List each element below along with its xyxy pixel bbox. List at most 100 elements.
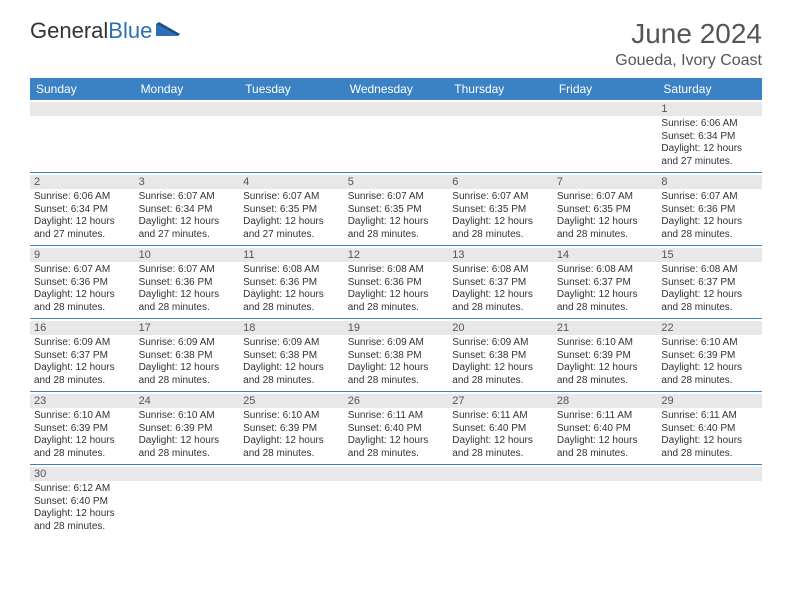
day-info-line: Sunset: 6:35 PM <box>557 204 654 217</box>
day-cell: 11Sunrise: 6:08 AMSunset: 6:36 PMDayligh… <box>239 246 344 318</box>
day-number <box>344 102 449 116</box>
day-number: 6 <box>448 175 553 189</box>
day-info-line: and 28 minutes. <box>557 229 654 242</box>
day-cell: 25Sunrise: 6:10 AMSunset: 6:39 PMDayligh… <box>239 392 344 464</box>
day-info-line: Sunset: 6:34 PM <box>661 131 758 144</box>
day-number: 28 <box>553 394 658 408</box>
day-info-line: and 28 minutes. <box>139 302 236 315</box>
day-number <box>30 102 135 116</box>
day-number <box>135 102 240 116</box>
day-info-line: Daylight: 12 hours <box>348 216 445 229</box>
day-header: Sunday <box>30 78 135 100</box>
day-info-line: Sunrise: 6:10 AM <box>661 337 758 350</box>
week-row: 16Sunrise: 6:09 AMSunset: 6:37 PMDayligh… <box>30 319 762 392</box>
day-info: Sunrise: 6:08 AMSunset: 6:37 PMDaylight:… <box>452 264 549 314</box>
day-cell <box>30 100 135 172</box>
day-info: Sunrise: 6:06 AMSunset: 6:34 PMDaylight:… <box>34 191 131 241</box>
day-info-line: Sunrise: 6:09 AM <box>348 337 445 350</box>
day-info-line: and 28 minutes. <box>243 302 340 315</box>
day-cell <box>344 100 449 172</box>
day-number: 24 <box>135 394 240 408</box>
day-info-line: and 28 minutes. <box>243 375 340 388</box>
day-cell: 21Sunrise: 6:10 AMSunset: 6:39 PMDayligh… <box>553 319 658 391</box>
day-cell: 4Sunrise: 6:07 AMSunset: 6:35 PMDaylight… <box>239 173 344 245</box>
day-info-line: Daylight: 12 hours <box>243 289 340 302</box>
day-number <box>344 467 449 481</box>
day-info: Sunrise: 6:08 AMSunset: 6:36 PMDaylight:… <box>243 264 340 314</box>
day-info: Sunrise: 6:10 AMSunset: 6:39 PMDaylight:… <box>139 410 236 460</box>
day-info: Sunrise: 6:11 AMSunset: 6:40 PMDaylight:… <box>348 410 445 460</box>
day-info: Sunrise: 6:07 AMSunset: 6:36 PMDaylight:… <box>661 191 758 241</box>
day-info-line: Sunrise: 6:09 AM <box>452 337 549 350</box>
day-number: 17 <box>135 321 240 335</box>
day-info-line: Sunset: 6:35 PM <box>243 204 340 217</box>
day-info-line: Sunset: 6:36 PM <box>34 277 131 290</box>
day-info-line: Sunset: 6:36 PM <box>661 204 758 217</box>
day-info-line: Sunset: 6:34 PM <box>34 204 131 217</box>
day-info-line: Sunset: 6:36 PM <box>243 277 340 290</box>
day-info-line: and 28 minutes. <box>452 302 549 315</box>
day-header: Friday <box>553 78 658 100</box>
day-info-line: and 27 minutes. <box>661 156 758 169</box>
day-number <box>553 102 658 116</box>
day-number: 20 <box>448 321 553 335</box>
logo-text-2: Blue <box>108 18 152 44</box>
day-info-line: Daylight: 12 hours <box>661 143 758 156</box>
week-row: 23Sunrise: 6:10 AMSunset: 6:39 PMDayligh… <box>30 392 762 465</box>
day-number: 2 <box>30 175 135 189</box>
day-info-line: Sunrise: 6:09 AM <box>34 337 131 350</box>
day-info-line: Sunrise: 6:08 AM <box>557 264 654 277</box>
day-number <box>135 467 240 481</box>
day-info-line: Daylight: 12 hours <box>139 289 236 302</box>
day-cell <box>135 465 240 537</box>
day-info: Sunrise: 6:10 AMSunset: 6:39 PMDaylight:… <box>661 337 758 387</box>
day-info-line: Sunrise: 6:08 AM <box>348 264 445 277</box>
day-cell: 26 Sunrise: 6:11 AMSunset: 6:40 PMDayligh… <box>344 392 449 464</box>
day-info-line: Daylight: 12 hours <box>557 362 654 375</box>
day-info-line: and 28 minutes. <box>661 375 758 388</box>
day-info-line: Sunset: 6:40 PM <box>661 423 758 436</box>
day-info-line: Sunrise: 6:07 AM <box>661 191 758 204</box>
day-cell: 15Sunrise: 6:08 AMSunset: 6:37 PMDayligh… <box>657 246 762 318</box>
day-info-line: Sunset: 6:37 PM <box>34 350 131 363</box>
day-info-line: Daylight: 12 hours <box>661 435 758 448</box>
week-row: 30Sunrise: 6:12 AMSunset: 6:40 PMDayligh… <box>30 465 762 537</box>
day-header-row: Sunday Monday Tuesday Wednesday Thursday… <box>30 78 762 100</box>
day-cell: 23Sunrise: 6:10 AMSunset: 6:39 PMDayligh… <box>30 392 135 464</box>
day-info-line: and 28 minutes. <box>348 229 445 242</box>
day-info: Sunrise: 6:09 AMSunset: 6:38 PMDaylight:… <box>243 337 340 387</box>
day-number: 29 <box>657 394 762 408</box>
day-info-line: Sunset: 6:40 PM <box>348 423 445 436</box>
day-info-line: Sunrise: 6:07 AM <box>452 191 549 204</box>
day-number: 26 <box>344 394 449 408</box>
day-info-line: Sunrise: 6:10 AM <box>557 337 654 350</box>
day-number: 9 <box>30 248 135 262</box>
logo-text-1: General <box>30 18 108 44</box>
day-info-line: Sunrise: 6:11 AM <box>557 410 654 423</box>
day-number: 7 <box>553 175 658 189</box>
day-cell: 17Sunrise: 6:09 AMSunset: 6:38 PMDayligh… <box>135 319 240 391</box>
day-info-line: Sunset: 6:37 PM <box>661 277 758 290</box>
day-number: 25 <box>239 394 344 408</box>
day-info-line: Daylight: 12 hours <box>34 435 131 448</box>
day-info-line: Daylight: 12 hours <box>139 435 236 448</box>
day-info-line: Sunset: 6:37 PM <box>452 277 549 290</box>
day-cell: 2 Sunrise: 6:06 AMSunset: 6:34 PMDaylight… <box>30 173 135 245</box>
day-info: Sunrise: 6:07 AMSunset: 6:35 PMDaylight:… <box>243 191 340 241</box>
day-number: 14 <box>553 248 658 262</box>
day-info-line: and 28 minutes. <box>34 448 131 461</box>
day-cell: 27Sunrise: 6:11 AMSunset: 6:40 PMDayligh… <box>448 392 553 464</box>
day-info-line: Sunset: 6:39 PM <box>661 350 758 363</box>
day-info-line: and 28 minutes. <box>34 302 131 315</box>
day-info-line: Daylight: 12 hours <box>34 216 131 229</box>
day-info-line: Sunset: 6:39 PM <box>34 423 131 436</box>
title-block: June 2024 Goueda, Ivory Coast <box>615 18 762 70</box>
day-info-line: Sunset: 6:37 PM <box>557 277 654 290</box>
day-info-line: Daylight: 12 hours <box>557 435 654 448</box>
day-info-line: Daylight: 12 hours <box>557 216 654 229</box>
day-info-line: and 28 minutes. <box>661 302 758 315</box>
day-number: 15 <box>657 248 762 262</box>
day-info-line: Sunrise: 6:08 AM <box>243 264 340 277</box>
day-number <box>657 467 762 481</box>
day-cell <box>553 100 658 172</box>
